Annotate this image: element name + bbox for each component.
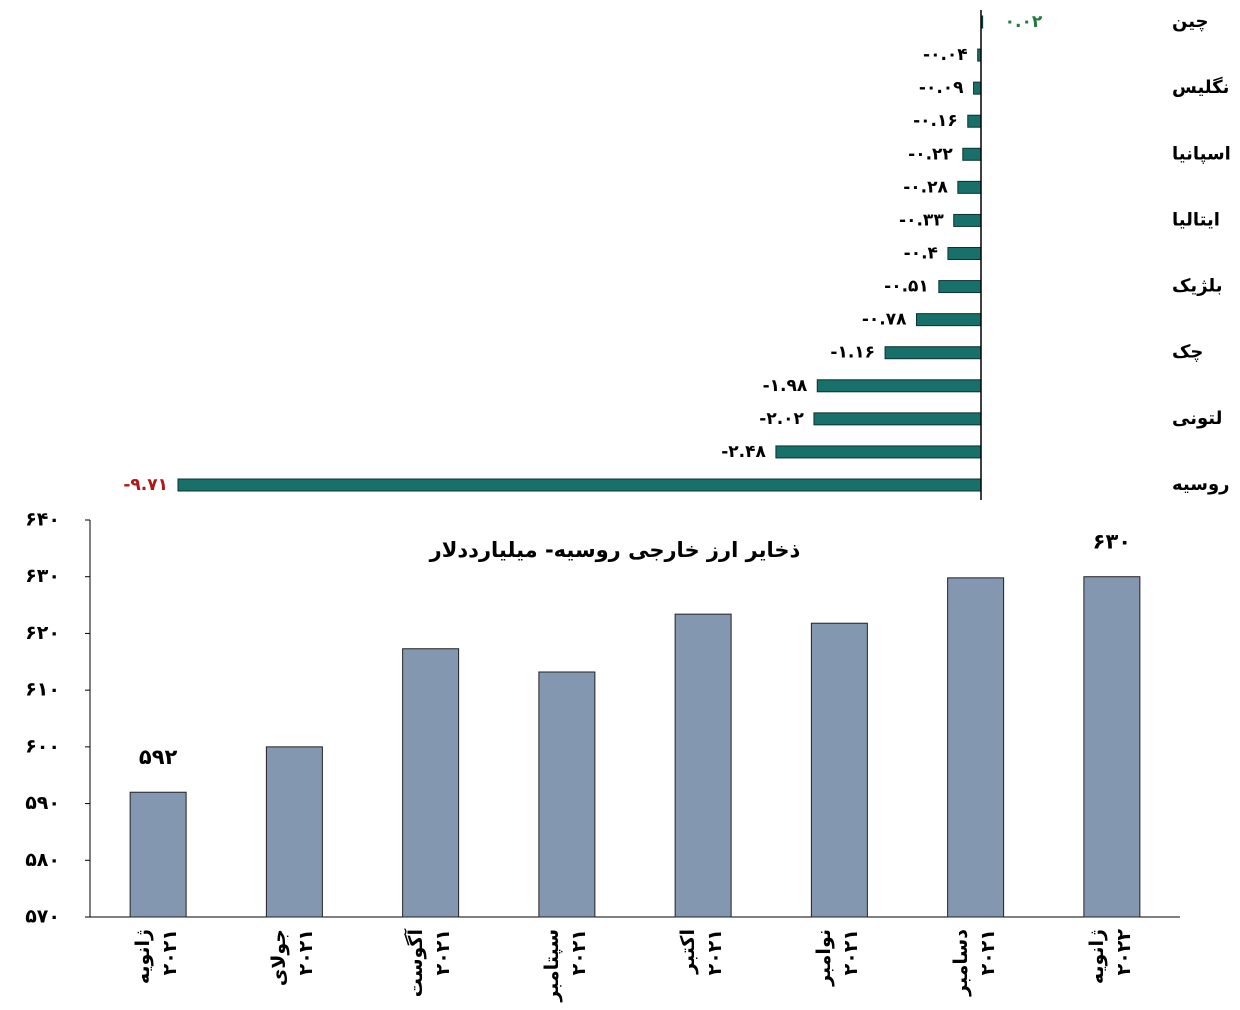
data-label: -۰.۰۹ <box>919 78 964 98</box>
bar <box>816 379 982 393</box>
data-label: -۰.۲۲ <box>908 144 953 164</box>
data-label: ۶۳۰ <box>1093 530 1131 554</box>
data-label: ۵۹۲ <box>139 745 178 769</box>
x-tick-label: ژانویه ۲۰۲۱ <box>132 929 182 985</box>
bar <box>953 213 982 227</box>
data-label: -۰.۲۸ <box>903 177 948 197</box>
y-tick-label: ۵۹۰ <box>25 792 60 814</box>
bar <box>938 280 982 294</box>
data-label: -۰.۱۶ <box>913 111 958 131</box>
data-label: -۲.۴۸ <box>721 442 766 462</box>
bar <box>810 622 868 918</box>
category-label: چک <box>1172 342 1203 363</box>
bar <box>947 577 1005 918</box>
data-label: -۰.۳۳ <box>899 210 944 230</box>
bar <box>947 247 982 260</box>
x-tick-label: جولای ۲۰۲۱ <box>268 929 318 987</box>
bar <box>402 648 460 918</box>
data-label: -۱.۱۶ <box>830 343 875 363</box>
x-tick-label: سپتامبر ۲۰۲۱ <box>540 929 590 1002</box>
y-tick-label: ۵۸۰ <box>25 849 60 871</box>
y-tick-label: ۶۲۰ <box>25 622 60 644</box>
bar <box>129 791 187 918</box>
bar <box>813 412 982 426</box>
data-label: -۲.۰۲ <box>759 409 804 429</box>
bar <box>962 147 982 161</box>
y-tick-label: ۶۱۰ <box>25 679 60 701</box>
data-label: -۱.۹۸ <box>763 376 808 396</box>
bar <box>538 671 596 918</box>
bar <box>957 180 982 194</box>
category-label: ایتالیا <box>1172 209 1220 230</box>
x-tick-label: نوامبر ۲۰۲۱ <box>813 929 863 986</box>
bar <box>973 81 982 95</box>
category-label: بلژیک <box>1172 276 1223 297</box>
data-label: -۰.۴ <box>904 244 938 264</box>
category-label: نگلیس <box>1172 76 1229 98</box>
data-label: -۰.۷۸ <box>862 310 907 330</box>
bar <box>674 613 732 918</box>
bar <box>1083 576 1141 918</box>
data-label: -۰.۰۴ <box>923 45 968 65</box>
bar <box>967 114 982 128</box>
category-label: اسپانیا <box>1172 143 1231 164</box>
chart-title: ذخایر ارز خارجی روسیه- میلیارددلار <box>429 538 801 562</box>
bar <box>265 746 323 918</box>
x-tick-label: اکتبر ۲۰۲۱ <box>677 929 727 976</box>
category-label: روسیه <box>1172 474 1230 495</box>
y-tick-label: ۶۴۰ <box>25 509 60 531</box>
x-tick-label: ژانویه ۲۰۲۲ <box>1085 929 1135 985</box>
y-tick-label: ۶۳۰ <box>25 565 60 587</box>
data-label: -۹.۷۱ <box>123 475 168 495</box>
bar <box>915 313 982 327</box>
data-label: -۰.۵۱ <box>884 277 929 297</box>
bar <box>177 478 982 492</box>
y-tick-label: ۶۰۰ <box>25 735 60 757</box>
category-label: لتونی <box>1172 408 1222 429</box>
bar <box>884 346 982 360</box>
bar <box>775 445 982 459</box>
x-tick-label: آگوست ۲۰۲۱ <box>404 929 454 998</box>
category-label: چین <box>1172 11 1209 32</box>
y-tick-label: ۵۷۰ <box>25 906 60 928</box>
x-tick-label: دسامبر ۲۰۲۱ <box>949 929 999 996</box>
data-label: ۰.۰۲ <box>1005 12 1043 32</box>
